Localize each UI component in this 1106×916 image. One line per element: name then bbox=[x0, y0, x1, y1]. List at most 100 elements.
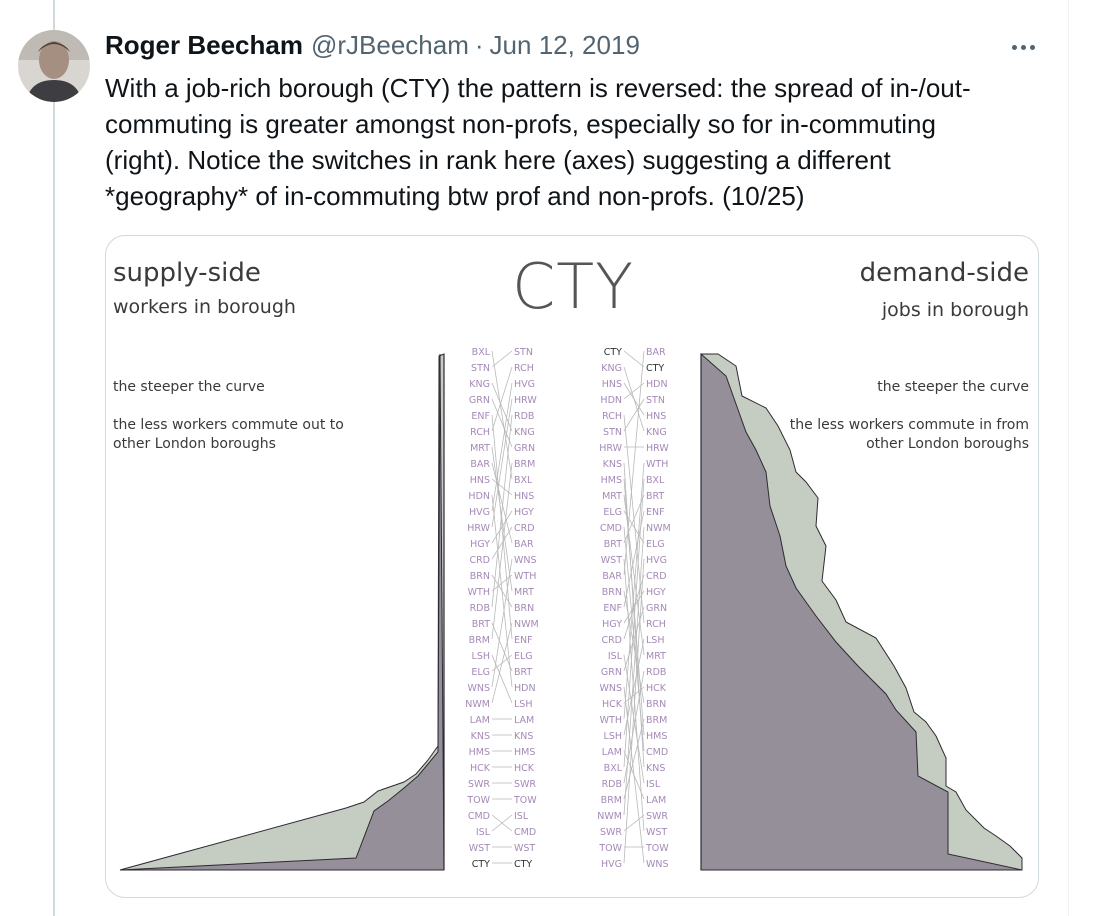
supply-area-dark bbox=[119, 353, 445, 871]
timeline-border bbox=[1068, 0, 1069, 916]
demand-rank-label-left: HRW bbox=[599, 443, 622, 454]
supply-rank-link bbox=[491, 350, 513, 368]
supply-rank-link bbox=[491, 382, 513, 512]
supply-rank-label-right: ISL bbox=[514, 811, 529, 822]
demand-rank-label-right: HCK bbox=[646, 683, 667, 694]
demand-rank-label-left: HGY bbox=[602, 619, 622, 630]
supply-rank-link bbox=[491, 398, 513, 528]
supply-rank-label-left: RDB bbox=[470, 603, 490, 614]
demand-rank-label-right: BRM bbox=[646, 715, 667, 726]
supply-rank-link bbox=[491, 814, 513, 832]
demand-rank-link bbox=[623, 462, 645, 720]
supply-rank-label-right: WTH bbox=[514, 571, 536, 582]
demand-rank-label-right: CMD bbox=[646, 747, 668, 758]
supply-rank-label-left: HCK bbox=[470, 763, 491, 774]
demand-rank-label-right: HVG bbox=[646, 555, 667, 566]
supply-rank-label-left: BXL bbox=[472, 347, 491, 358]
demand-rank-link bbox=[623, 494, 645, 656]
supply-rank-label-left: CRD bbox=[469, 555, 490, 566]
demand-rank-link bbox=[623, 606, 645, 672]
demand-rank-link bbox=[623, 574, 645, 640]
supply-rank-link bbox=[491, 574, 513, 592]
supply-rank-link bbox=[491, 654, 513, 704]
figure-graphic: BXL STN KNG GRN ENF RCH MRT BAR HNS HDN HVG HRW HGY C… bbox=[119, 347, 1023, 871]
demand-rank-link bbox=[623, 526, 645, 816]
demand-rank-link bbox=[623, 510, 645, 544]
demand-rank-label-left: HVG bbox=[601, 859, 622, 870]
demand-side-title: demand-side bbox=[859, 258, 1029, 288]
demand-rank-label-right: HNS bbox=[646, 411, 666, 422]
author-avatar[interactable] bbox=[18, 30, 90, 102]
supply-rank-link bbox=[491, 622, 513, 672]
supply-rank-label-left: LSH bbox=[472, 651, 490, 662]
demand-rank-label-left: HNS bbox=[602, 379, 622, 390]
author-handle[interactable]: @rJBeecham bbox=[310, 30, 469, 60]
supply-side-title: supply-side bbox=[113, 258, 261, 288]
demand-rank-link bbox=[623, 398, 645, 432]
supply-rank-label-left: BRM bbox=[469, 635, 490, 646]
supply-rank-label-left: BAR bbox=[470, 459, 490, 470]
demand-rank-label-left: WST bbox=[601, 555, 622, 566]
supply-rank-link bbox=[491, 622, 513, 704]
supply-rank-label-right: BRM bbox=[514, 459, 535, 470]
demand-side-subtitle: jobs in borough bbox=[881, 299, 1029, 321]
demand-rank-label-left: KNG bbox=[601, 363, 622, 374]
supply-rank-link bbox=[491, 462, 513, 640]
tweet-date[interactable]: Jun 12, 2019 bbox=[489, 30, 640, 60]
supply-rank-link bbox=[491, 510, 513, 544]
supply-rank-label-left: KNG bbox=[469, 379, 490, 390]
supply-rank-label-left: ISL bbox=[476, 827, 491, 838]
supply-rank-label-left: TOW bbox=[466, 795, 490, 806]
supply-side-subtitle: workers in borough bbox=[113, 296, 296, 318]
demand-rank-label-right: HGY bbox=[646, 587, 666, 598]
demand-rank-label-right: SWR bbox=[646, 811, 668, 822]
demand-rank-link bbox=[623, 478, 645, 768]
supply-rank-label-left: SWR bbox=[468, 779, 490, 790]
tweet-text-line: commuting is greater amongst non-profs, … bbox=[105, 109, 936, 139]
tweet-media-image[interactable]: BXL STN KNG GRN ENF RCH MRT BAR HNS HDN HVG HRW HGY C… bbox=[105, 235, 1039, 898]
demand-rank-label-left: BRT bbox=[604, 539, 622, 550]
demand-rank-label-right: WTH bbox=[646, 459, 668, 470]
supply-rank-label-left: NWM bbox=[465, 699, 490, 710]
supply-rank-label-left: MRT bbox=[470, 443, 490, 454]
supply-rank-label-left: GRN bbox=[469, 395, 490, 406]
demand-rank-label-left: ENF bbox=[603, 603, 622, 614]
demand-rank-link bbox=[623, 382, 645, 416]
demand-rank-label-right: GRN bbox=[646, 603, 667, 614]
author-name[interactable]: Roger Beecham bbox=[105, 30, 303, 60]
tweet-text-line: With a job-rich borough (CTY) the patter… bbox=[105, 73, 971, 103]
supply-rank-label-left: HGY bbox=[470, 539, 490, 550]
supply-rank-link bbox=[491, 574, 513, 608]
supply-rank-label-right: MRT bbox=[514, 587, 534, 598]
demand-rank-label-right: CTY bbox=[646, 363, 664, 374]
supply-rank-label-right: HDN bbox=[514, 683, 536, 694]
demand-rank-link bbox=[623, 350, 645, 368]
demand-rank-link bbox=[623, 814, 645, 832]
demand-rank-label-left: LSH bbox=[604, 731, 622, 742]
demand-rank-label-right: ELG bbox=[646, 539, 665, 550]
demand-rank-label-left: WTH bbox=[600, 715, 622, 726]
supply-rank-label-right: CMD bbox=[514, 827, 536, 838]
demand-rank-label-right: ISL bbox=[646, 779, 661, 790]
more-options-icon[interactable] bbox=[1005, 30, 1041, 64]
demand-area-dark bbox=[700, 352, 1023, 871]
tweet-text-line: (right). Notice the switches in rank her… bbox=[105, 145, 891, 175]
supply-rank-label-left: BRN bbox=[470, 571, 490, 582]
demand-rank-label-left: HDN bbox=[600, 395, 622, 406]
demand-rank-label-right: MRT bbox=[646, 651, 666, 662]
supply-rank-label-right: HGY bbox=[514, 507, 534, 518]
demand-rank-link bbox=[623, 558, 645, 864]
demand-rank-label-right: RCH bbox=[646, 619, 666, 630]
supply-rank-label-right: BRT bbox=[514, 667, 532, 678]
demand-rank-label-left: ELG bbox=[603, 507, 622, 518]
supply-rank-label-left: LAM bbox=[470, 715, 490, 726]
demand-note-line2: other London boroughs bbox=[866, 436, 1029, 452]
demand-rank-label-left: BRM bbox=[601, 795, 622, 806]
supply-rank-label-right: BAR bbox=[514, 539, 534, 550]
demand-rank-label-right: BXL bbox=[646, 475, 665, 486]
supply-rank-link bbox=[491, 398, 513, 448]
demand-rank-link bbox=[623, 718, 645, 800]
supply-rank-label-right: WST bbox=[514, 843, 535, 854]
demand-rank-label-right: BRT bbox=[646, 491, 664, 502]
demand-rank-label-right: CRD bbox=[646, 571, 667, 582]
